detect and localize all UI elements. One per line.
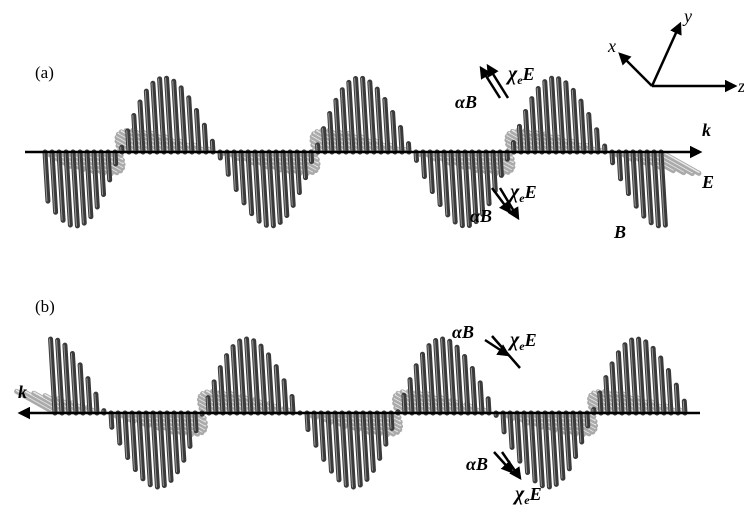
alpha-b-label: αB <box>452 322 474 342</box>
diagram: y x z (a) (b) k E B k αB χeE αB χeE αB χeE αB χ… <box>0 0 744 516</box>
chi-e-label: χeE <box>507 181 537 205</box>
field: E <box>522 64 535 84</box>
chi-e-label: χeE <box>505 63 535 87</box>
b-field-rod-hl <box>310 152 311 162</box>
b-label: B <box>613 222 626 242</box>
b-field-rod <box>513 142 514 152</box>
chi: χ <box>512 483 525 505</box>
b-field-rod-hl <box>683 401 684 413</box>
chi: χ <box>507 181 520 203</box>
b-field-rod <box>115 152 116 164</box>
chi-e-label: χeE <box>512 483 542 507</box>
b-field-rod <box>311 152 312 162</box>
k-label: k <box>18 382 27 402</box>
field: E <box>529 484 542 504</box>
b-field-rod <box>612 152 613 163</box>
panel-label: (a) <box>35 63 54 82</box>
b-field-rod-hl <box>114 152 115 164</box>
x-axis-arrow <box>620 54 652 86</box>
b-field-rod <box>212 141 213 152</box>
x-label: x <box>607 36 616 56</box>
b-field-rod-hl <box>611 152 612 163</box>
y-label: y <box>682 6 692 26</box>
k-label: k <box>702 120 711 140</box>
chi: χ <box>505 63 518 85</box>
alpha-b-label: αB <box>455 92 477 112</box>
alpha-b-label: αB <box>470 206 492 226</box>
b-field-rod-hl <box>211 141 212 152</box>
panel-label: (b) <box>35 297 55 316</box>
b-field-rod <box>684 401 685 413</box>
waves <box>17 78 699 487</box>
z-label: z <box>737 76 744 96</box>
b-field-rod-hl <box>512 142 513 152</box>
alpha-b-arrow <box>481 68 500 98</box>
alpha-b-label: αB <box>466 454 488 474</box>
chi: χ <box>507 329 520 351</box>
chi-e-label: χeE <box>507 329 537 353</box>
y-axis-arrow <box>652 24 680 86</box>
field: E <box>524 330 537 350</box>
e-label: E <box>701 172 714 192</box>
field: E <box>524 182 537 202</box>
